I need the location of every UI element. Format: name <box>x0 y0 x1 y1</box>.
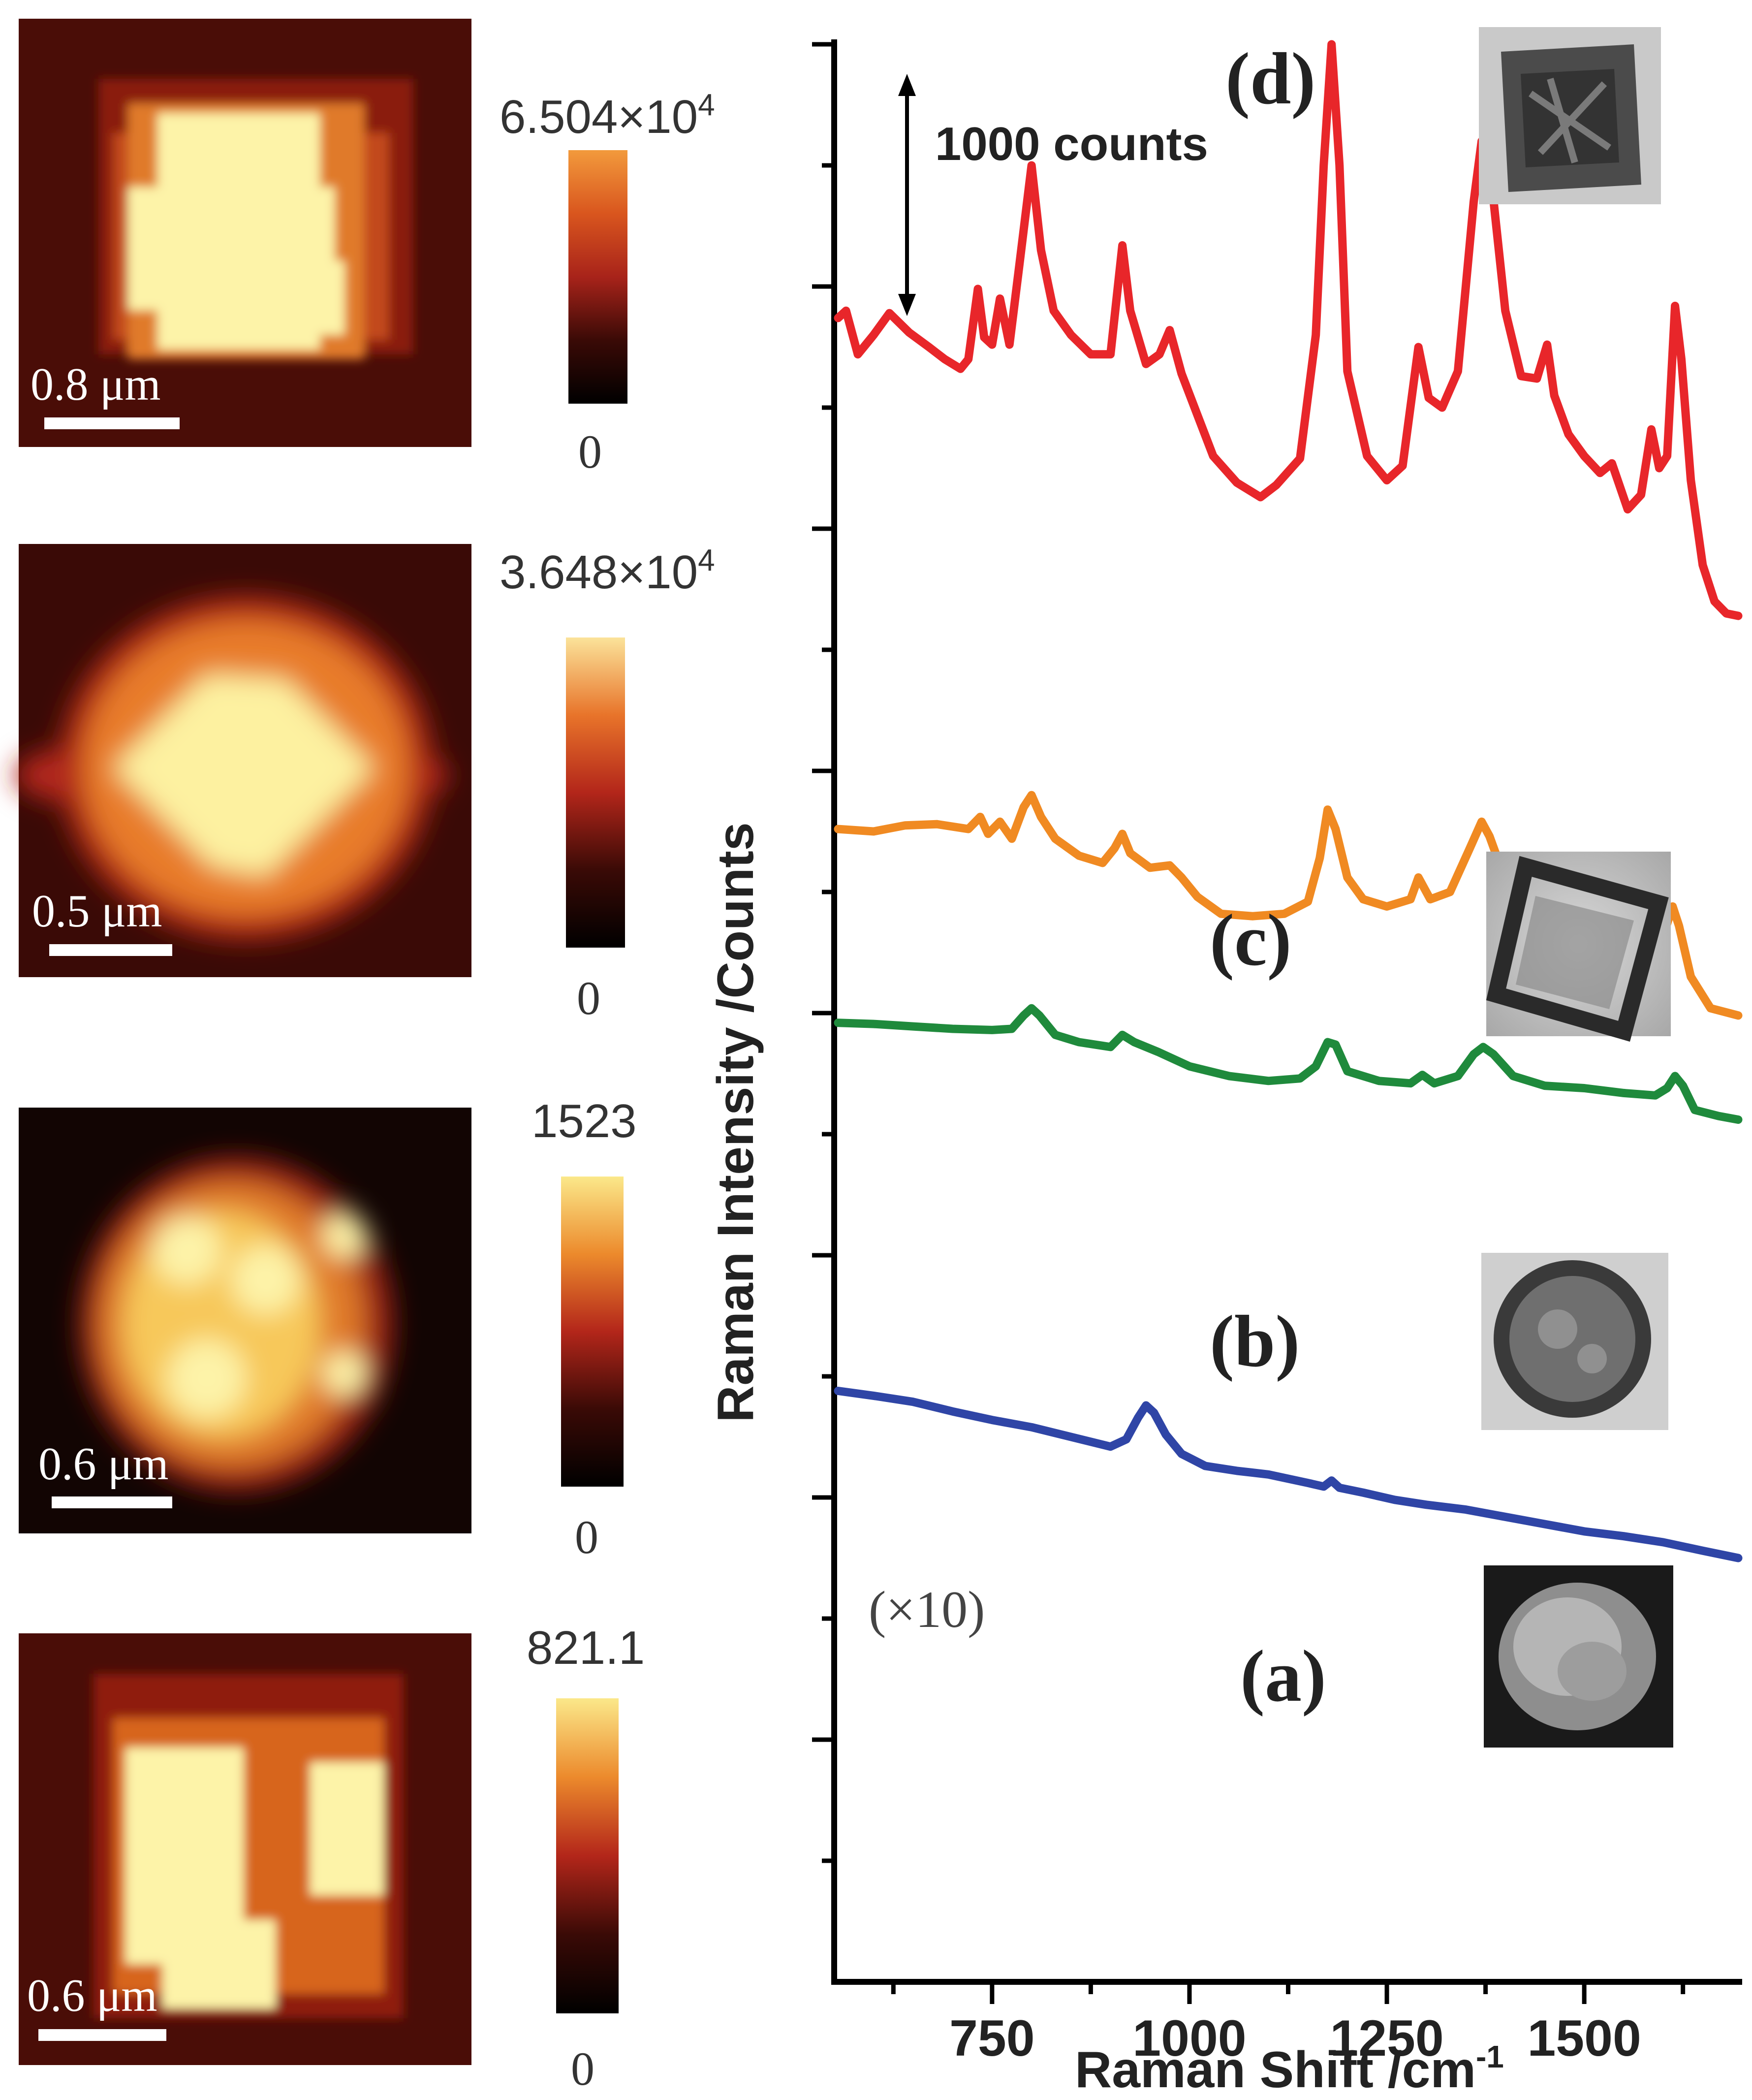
curve-label-d: (d) <box>1225 38 1315 120</box>
map-hotspot <box>94 1674 404 2018</box>
curve-label-b: (b) <box>1210 1301 1300 1382</box>
map-scale-bar <box>52 1496 172 1508</box>
series-line-b <box>834 1004 1743 1124</box>
curve-label-c: (c) <box>1210 899 1291 981</box>
raman-map-panel-4: 0.6 μm 821.1 0 <box>19 1622 645 2095</box>
map-scale-label: 0.8 μm <box>31 359 161 410</box>
series-line-d <box>834 40 1743 620</box>
colorbar-max-label: 1523 <box>532 1095 637 1147</box>
y-axis-label: Raman Intensity /Counts <box>707 822 764 1422</box>
colorbar-min-label: 0 <box>578 425 602 478</box>
map-scale-bar <box>38 2029 166 2041</box>
map-hotspot <box>98 79 413 359</box>
x-tick-label: 750 <box>949 2010 1035 2067</box>
colorbar <box>566 637 625 948</box>
colorbar-max-label: 821.1 <box>527 1622 645 1674</box>
map-scale-label: 0.6 μm <box>27 1970 157 2021</box>
colorbar-max-label: 3.648×104 <box>500 543 715 599</box>
colorbar-min-label: 0 <box>575 1511 598 1563</box>
raman-map-panel-2: 0.5 μm 3.648×104 0 <box>15 543 715 1024</box>
series-line-a <box>834 1387 1743 1562</box>
x-ticks <box>891 1982 1686 2004</box>
map-scale-bar <box>44 417 180 429</box>
x10-annotation: (×10) <box>869 1581 985 1638</box>
map-hotspot <box>15 596 448 940</box>
x-axis-label: Raman Shift /cm-1 <box>1075 2039 1504 2099</box>
spectra-chart: 750 1000 1250 1500 Raman Shift /cm-1 Raman … <box>707 27 1743 2099</box>
colorbar <box>568 150 627 404</box>
colorbar <box>561 1177 624 1487</box>
raman-map-panel-1: 0.8 μm 6.504×104 0 <box>19 19 715 478</box>
count-scale-bar: 1000 counts <box>898 74 1208 316</box>
raman-map-panel-3: 0.6 μm 1523 0 <box>19 1095 637 1563</box>
map-hotspot <box>79 1157 394 1492</box>
map-scale-bar <box>49 944 172 956</box>
x-tick-label: 1250 <box>1330 2010 1443 2067</box>
count-scale-label: 1000 counts <box>935 118 1208 170</box>
arrow-up-icon <box>898 74 916 96</box>
tem-inset-c <box>1486 852 1671 1042</box>
x-tick-labels: 750 1000 1250 1500 <box>949 2010 1641 2067</box>
colorbar-max-label: 6.504×104 <box>500 88 715 143</box>
x-tick-label: 1000 <box>1132 2010 1246 2067</box>
map-scale-label: 0.5 μm <box>32 886 162 937</box>
map-scale-label: 0.6 μm <box>38 1438 169 1490</box>
colorbar-min-label: 0 <box>577 972 600 1024</box>
y-ticks <box>812 42 834 1863</box>
colorbar-min-label: 0 <box>571 2042 594 2095</box>
sem-inset-a <box>1484 1565 1673 1748</box>
tem-inset-b <box>1481 1253 1668 1430</box>
x-tick-label: 1500 <box>1527 2010 1641 2067</box>
arrow-down-icon <box>898 294 916 316</box>
colorbar <box>556 1698 619 2013</box>
curve-label-a: (a) <box>1240 1635 1326 1717</box>
tem-inset-d <box>1479 27 1661 204</box>
